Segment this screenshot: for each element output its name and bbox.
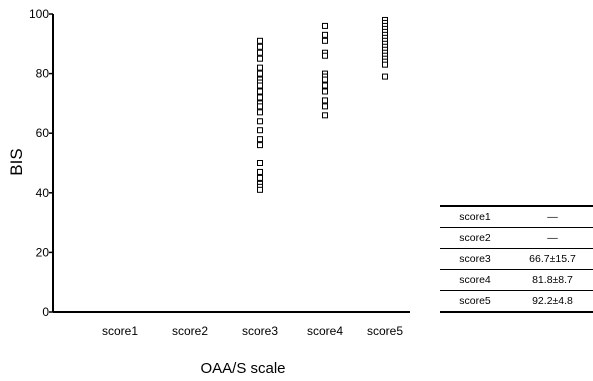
data-point <box>257 136 263 143</box>
x-ticks: score1 score2 score3 score4 score5 <box>102 324 403 338</box>
y-tick-label: 60 <box>36 126 50 140</box>
table-row: score3 66.7±15.7 <box>440 248 593 270</box>
x-tick-label: score2 <box>172 324 208 338</box>
data-point <box>322 103 328 110</box>
data-point <box>257 82 263 89</box>
data-point <box>257 37 263 44</box>
data-point <box>257 49 263 56</box>
stats-table: score1— score2— score3 66.7±15.7 score4 81.8±… <box>440 205 593 313</box>
y-ticks: 0 20 40 60 80 100 <box>29 7 53 319</box>
y-tick-label: 100 <box>29 7 49 21</box>
x-tick-label: score1 <box>102 324 138 338</box>
table-row: score5 92.2±4.8 <box>440 290 593 313</box>
table-row-value: — <box>510 205 593 228</box>
data-point <box>322 82 328 89</box>
data-point <box>257 94 263 101</box>
data-point <box>322 112 328 119</box>
table-row-label: score5 <box>440 290 510 313</box>
data-point <box>257 118 263 125</box>
data-point <box>257 55 263 62</box>
table-row-value: — <box>510 227 593 249</box>
data-point <box>257 88 263 95</box>
axes <box>52 14 410 313</box>
data-point <box>257 174 263 181</box>
table-row-label: score2 <box>440 227 510 249</box>
table-row-value: 92.2±4.8 <box>510 290 593 313</box>
table-row: score1— <box>440 205 593 228</box>
table-row: score4 81.8±8.7 <box>440 269 593 291</box>
data-point <box>382 61 388 68</box>
data-point <box>322 76 328 83</box>
table-row-value: 81.8±8.7 <box>510 269 593 291</box>
x-tick-label: score3 <box>242 324 278 338</box>
y-tick-label: 40 <box>36 186 50 200</box>
table-row-value: 66.7±15.7 <box>510 248 593 270</box>
x-axis-label: OAA/S scale <box>200 360 285 377</box>
y-tick-label: 20 <box>36 245 50 259</box>
data-point <box>257 64 263 71</box>
data-point <box>322 52 328 59</box>
data-point <box>257 168 263 175</box>
data-point <box>322 31 328 38</box>
data-point <box>257 160 263 166</box>
x-tick-label: score5 <box>367 324 403 338</box>
data-point <box>382 73 388 80</box>
data-point <box>257 186 263 193</box>
data-point <box>257 127 263 134</box>
data-point <box>322 37 328 44</box>
y-tick-label: 80 <box>36 67 50 81</box>
data-point <box>322 97 328 104</box>
x-tick-label: score4 <box>307 324 343 338</box>
table-row-label: score1 <box>440 205 510 228</box>
table-row: score2— <box>440 227 593 249</box>
table-row-label: score4 <box>440 269 510 291</box>
y-axis-label: BIS <box>7 148 26 175</box>
data-point <box>257 103 263 110</box>
y-tick-label: 0 <box>42 305 49 319</box>
data-point <box>257 43 263 50</box>
data-point <box>257 70 263 77</box>
data-points <box>257 16 388 193</box>
data-point <box>322 88 328 95</box>
data-point <box>257 142 263 149</box>
data-point <box>257 109 263 116</box>
table-row-label: score3 <box>440 248 510 270</box>
data-point <box>322 22 328 29</box>
